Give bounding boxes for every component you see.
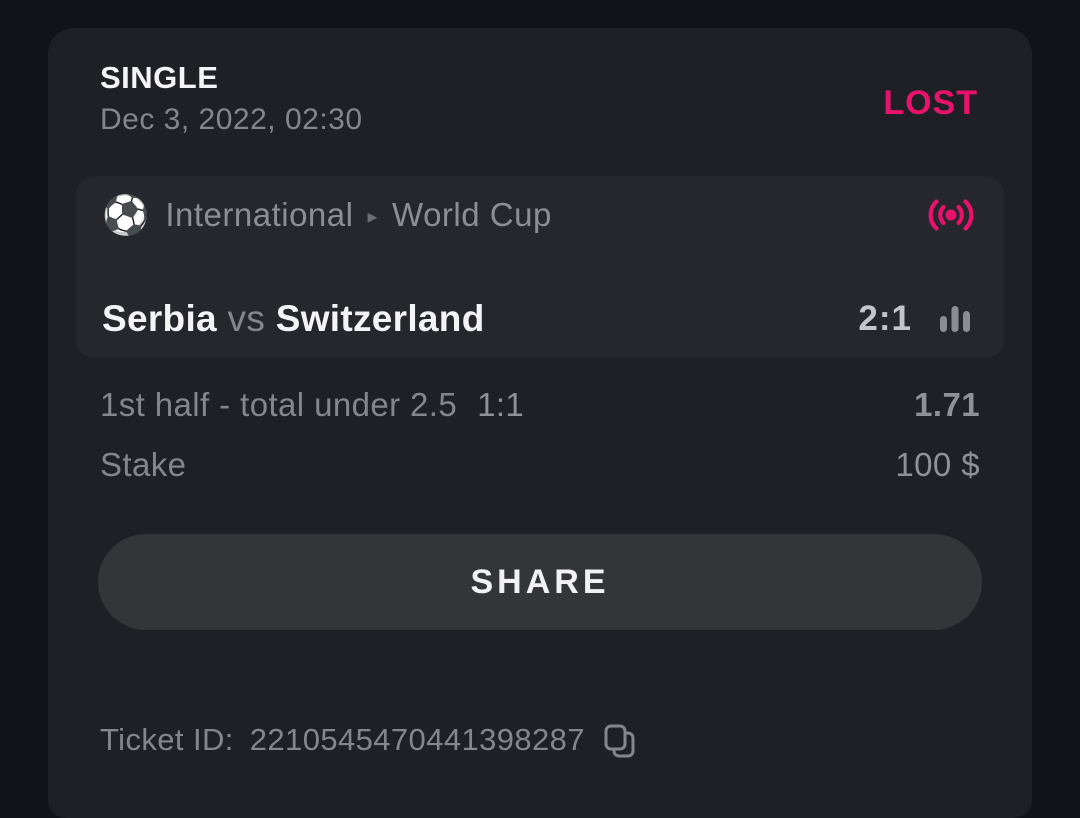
ticket-header-left: SINGLE Dec 3, 2022, 02:30 (100, 58, 363, 140)
bet-type-label: SINGLE (100, 60, 219, 95)
copy-icon[interactable] (601, 722, 641, 762)
period-score: 1:1 (477, 386, 525, 423)
ticket-id-label: Ticket ID: (100, 722, 234, 757)
away-team-name: Switzerland (275, 298, 485, 339)
stake-label: Stake (100, 446, 187, 483)
stake-value: 100 $ (895, 446, 980, 483)
league-breadcrumb: ⚽ International ▸ World Cup (102, 196, 552, 234)
share-button[interactable]: SHARE (98, 534, 982, 630)
bet-ticket-card: SINGLE Dec 3, 2022, 02:30 LOST ⚽ Interna… (48, 28, 1032, 818)
live-indicator-icon[interactable] (926, 196, 976, 234)
breadcrumb: International ▸ World Cup (165, 196, 551, 234)
ticket-header: SINGLE Dec 3, 2022, 02:30 LOST (100, 58, 978, 140)
home-team-name: Serbia (102, 298, 217, 339)
market-name: 1st half - total under 2.5 (100, 386, 458, 423)
final-score: 2:1 (858, 299, 912, 338)
bet-datetime: Dec 3, 2022, 02:30 (100, 103, 363, 136)
league-row: ⚽ International ▸ World Cup (102, 196, 976, 234)
ticket-id-value: 2210545470441398287 (249, 722, 585, 757)
teams-row: Serbia vs Switzerland 2:1 (102, 298, 976, 340)
soccer-ball-icon: ⚽ (102, 193, 150, 237)
stake-row: Stake 100 $ (100, 446, 980, 484)
chevron-right-icon: ▸ (367, 206, 379, 228)
vs-label: vs (227, 298, 266, 339)
status-badge: LOST (883, 84, 978, 122)
breadcrumb-category: International (165, 196, 354, 233)
breadcrumb-tournament: World Cup (392, 196, 552, 233)
match-title: Serbia vs Switzerland (102, 298, 485, 340)
statistics-bars-icon[interactable] (934, 301, 976, 337)
ticket-id-row: Ticket ID: 2210545470441398287 (100, 718, 1032, 762)
market-group: 1st half - total under 2.5 1:1 (100, 386, 524, 424)
odds-value: 1.71 (914, 386, 980, 423)
match-card[interactable]: ⚽ International ▸ World Cup Serbi (76, 176, 1004, 358)
selection-row: 1st half - total under 2.5 1:1 1.71 (100, 386, 980, 424)
score-group: 2:1 (858, 299, 976, 339)
